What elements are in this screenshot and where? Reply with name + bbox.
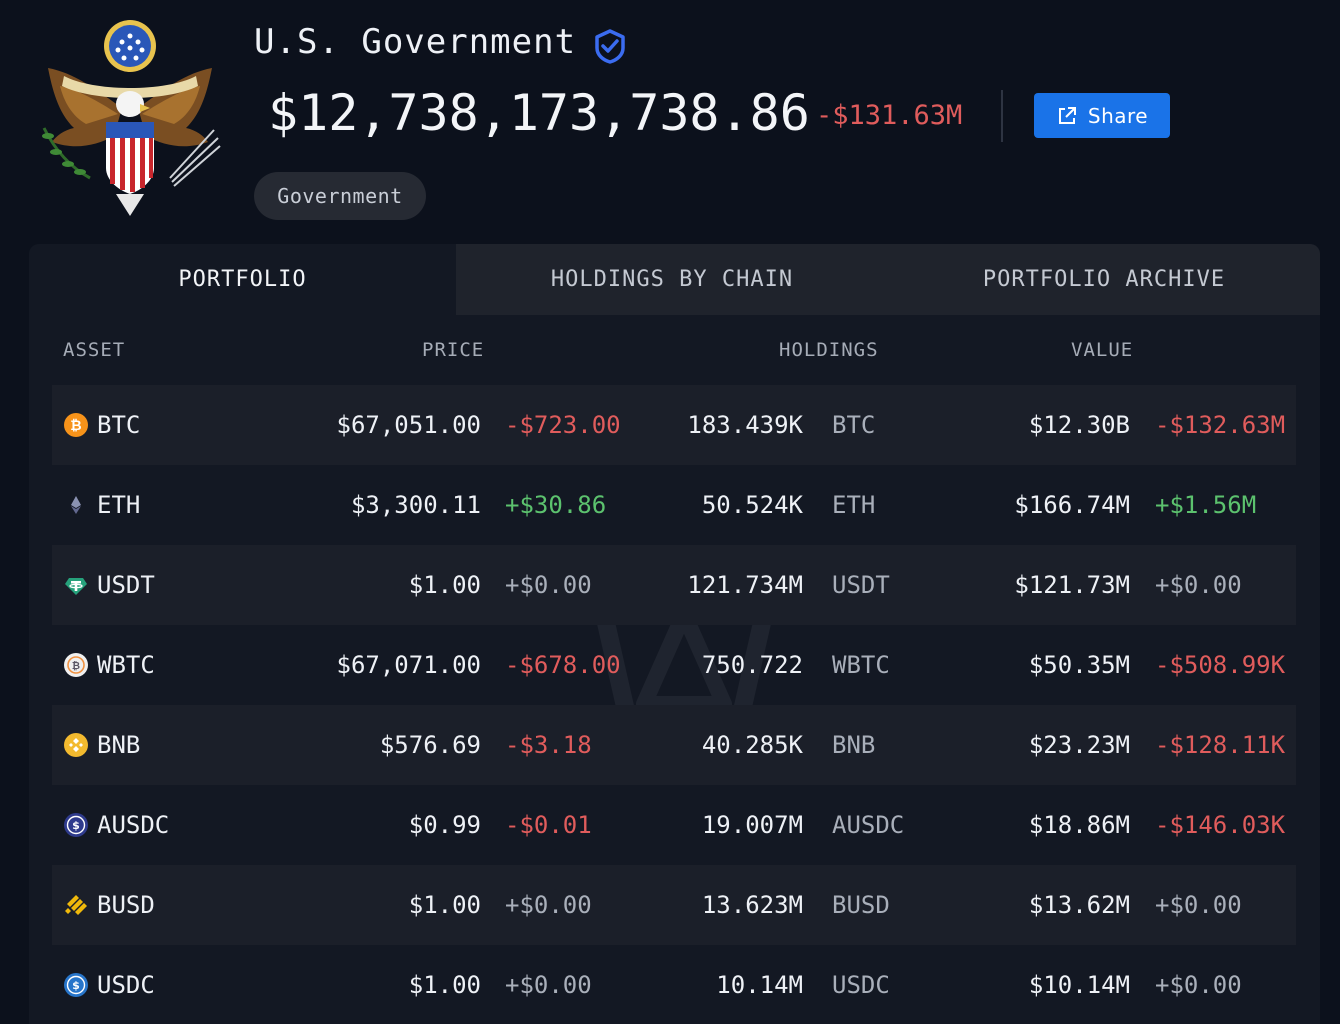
column-header-price[interactable]: PRICE <box>422 339 485 361</box>
holding-value: $166.74M <box>1014 491 1130 519</box>
ausdc-icon: $ <box>64 813 88 837</box>
value-change: +$1.56M <box>1155 491 1257 519</box>
tab-portfolio[interactable]: PORTFOLIO <box>29 244 456 315</box>
asset-price: $0.99 <box>408 811 481 839</box>
price-change: -$678.00 <box>505 651 621 679</box>
bnb-icon <box>64 733 88 757</box>
asset-symbol[interactable]: BNB <box>97 731 141 759</box>
ethereum-icon <box>71 496 81 514</box>
value-change: +$0.00 <box>1155 571 1242 599</box>
external-link-icon <box>1058 106 1076 124</box>
svg-text:$: $ <box>72 979 80 992</box>
table-row[interactable]: $ USDC $1.00 +$0.00 10.14M USDC $10.14M … <box>52 945 1296 1024</box>
holding-value: $13.62M <box>1028 891 1130 919</box>
column-header-holdings[interactable]: HOLDINGS <box>779 339 879 361</box>
asset-symbol[interactable]: BUSD <box>97 891 155 919</box>
holdings-amount: 183.439K <box>687 411 803 439</box>
entity-name: U.S. Government <box>254 22 577 62</box>
tether-icon <box>65 578 87 595</box>
holdings-amount: 40.285K <box>701 731 803 759</box>
value-change: -$508.99K <box>1155 651 1286 679</box>
value-change: +$0.00 <box>1155 971 1242 999</box>
price-change: +$0.00 <box>505 971 592 999</box>
svg-text:₿: ₿ <box>70 418 81 434</box>
table-row[interactable]: ₿ WBTC $67,071.00 -$678.00 750.722 WBTC … <box>52 625 1296 705</box>
asset-price: $67,071.00 <box>336 651 482 679</box>
svg-text:₿: ₿ <box>72 660 80 672</box>
column-header-value[interactable]: VALUE <box>1071 339 1134 361</box>
price-change: -$0.01 <box>505 811 592 839</box>
value-change: -$128.11K <box>1155 731 1286 759</box>
asset-symbol[interactable]: USDC <box>97 971 155 999</box>
price-change: -$723.00 <box>505 411 621 439</box>
verified-badge-icon <box>595 29 625 64</box>
tab-bar: PORTFOLIO HOLDINGS BY CHAIN PORTFOLIO AR… <box>29 244 1320 315</box>
value-change: -$132.63M <box>1155 411 1286 439</box>
holdings-unit: USDT <box>832 571 890 599</box>
holdings-unit: AUSDC <box>832 811 905 839</box>
portfolio-panel: PORTFOLIO HOLDINGS BY CHAIN PORTFOLIO AR… <box>29 244 1320 1024</box>
holdings-amount: 50.524K <box>701 491 803 519</box>
holdings-unit: BTC <box>832 411 876 439</box>
tab-portfolio-archive[interactable]: PORTFOLIO ARCHIVE <box>888 244 1320 315</box>
holdings-unit: ETH <box>832 491 876 519</box>
asset-symbol[interactable]: AUSDC <box>97 811 170 839</box>
asset-symbol[interactable]: BTC <box>97 411 141 439</box>
holding-value: $10.14M <box>1028 971 1130 999</box>
asset-price: $576.69 <box>379 731 481 759</box>
table-row[interactable]: BUSD $1.00 +$0.00 13.623M BUSD $13.62M +… <box>52 865 1296 945</box>
holdings-unit: BUSD <box>832 891 890 919</box>
table-row[interactable]: BNB $576.69 -$3.18 40.285K BNB $23.23M -… <box>52 705 1296 785</box>
holding-value: $50.35M <box>1028 651 1130 679</box>
svg-text:$: $ <box>72 819 80 832</box>
asset-price: $67,051.00 <box>336 411 482 439</box>
holdings-table: ₿ BTC $67,051.00 -$723.00 183.439K BTC $… <box>52 385 1296 1024</box>
tab-holdings-by-chain[interactable]: HOLDINGS BY CHAIN <box>456 244 888 315</box>
holdings-amount: 121.734M <box>687 571 803 599</box>
asset-symbol[interactable]: USDT <box>97 571 155 599</box>
holdings-amount: 19.007M <box>701 811 803 839</box>
us-seal-avatar <box>42 20 221 216</box>
holding-value: $121.73M <box>1014 571 1130 599</box>
price-change: +$0.00 <box>505 571 592 599</box>
table-row[interactable]: ETH $3,300.11 +$30.86 50.524K ETH $166.7… <box>52 465 1296 545</box>
value-change: -$146.03K <box>1155 811 1286 839</box>
total-portfolio-value: $12,738,173,738.86 <box>268 84 810 142</box>
share-button-label: Share <box>1087 103 1149 128</box>
holdings-amount: 13.623M <box>701 891 803 919</box>
holdings-unit: USDC <box>832 971 890 999</box>
holdings-amount: 750.722 <box>701 651 803 679</box>
asset-price: $1.00 <box>408 971 481 999</box>
asset-symbol[interactable]: ETH <box>97 491 141 519</box>
table-row[interactable]: ₿ BTC $67,051.00 -$723.00 183.439K BTC $… <box>52 385 1296 465</box>
usdc-icon: $ <box>64 973 88 997</box>
holding-value: $18.86M <box>1028 811 1130 839</box>
asset-price: $3,300.11 <box>350 491 481 519</box>
holdings-amount: 10.14M <box>716 971 803 999</box>
price-change: +$0.00 <box>505 891 592 919</box>
table-row[interactable]: USDT $1.00 +$0.00 121.734M USDT $121.73M… <box>52 545 1296 625</box>
bitcoin-icon: ₿ <box>64 413 88 437</box>
price-change: -$3.18 <box>505 731 592 759</box>
table-row[interactable]: $ AUSDC $0.99 -$0.01 19.007M AUSDC $18.8… <box>52 785 1296 865</box>
total-value-change: -$131.63M <box>816 100 963 131</box>
value-change: +$0.00 <box>1155 891 1242 919</box>
entity-tag[interactable]: Government <box>254 172 426 220</box>
busd-icon <box>65 895 87 915</box>
wrapped-bitcoin-icon: ₿ <box>64 653 88 677</box>
price-change: +$30.86 <box>505 491 607 519</box>
asset-symbol[interactable]: WBTC <box>97 651 155 679</box>
share-button[interactable]: Share <box>1034 93 1170 138</box>
holding-value: $12.30B <box>1028 411 1130 439</box>
holdings-unit: WBTC <box>832 651 890 679</box>
asset-price: $1.00 <box>408 571 481 599</box>
asset-price: $1.00 <box>408 891 481 919</box>
holdings-unit: BNB <box>832 731 876 759</box>
holding-value: $23.23M <box>1028 731 1130 759</box>
header-divider <box>1001 90 1003 142</box>
column-header-asset[interactable]: ASSET <box>63 339 126 361</box>
